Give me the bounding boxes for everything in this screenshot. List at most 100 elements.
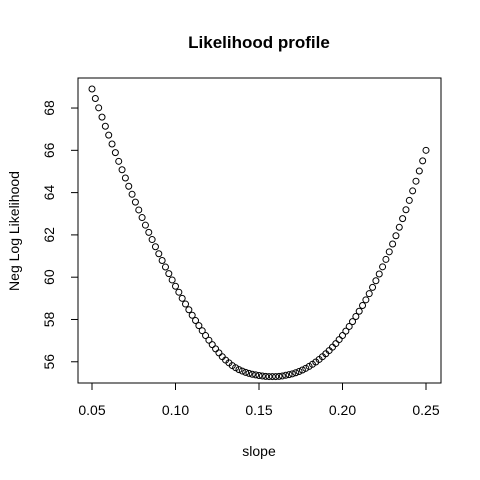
y-axis: 56 58 60 62 64 66 68 <box>41 100 79 370</box>
data-point <box>355 307 363 315</box>
data-point <box>275 372 283 380</box>
data-point <box>148 236 156 244</box>
data-point <box>172 282 179 290</box>
data-point <box>182 300 190 308</box>
data-point <box>91 95 99 103</box>
data-point <box>252 371 260 379</box>
data-point <box>272 373 280 381</box>
data-point <box>292 369 300 377</box>
y-tick-label: 64 <box>41 185 57 201</box>
data-point <box>365 290 373 298</box>
data-point <box>332 340 340 348</box>
data-point <box>101 122 109 130</box>
data-point <box>295 367 303 375</box>
data-point <box>212 345 220 353</box>
data-point <box>188 311 196 319</box>
data-point <box>349 318 357 326</box>
data-point <box>158 256 166 264</box>
data-point <box>248 370 256 378</box>
data-point <box>369 283 377 291</box>
data-point <box>88 85 96 93</box>
data-point <box>395 223 403 231</box>
data-point <box>121 174 129 182</box>
data-point <box>128 190 136 198</box>
y-tick-label: 66 <box>41 142 57 158</box>
data-point <box>405 196 413 204</box>
data-point <box>95 104 103 112</box>
data-point <box>161 263 169 271</box>
data-point <box>138 214 146 222</box>
data-point <box>111 149 119 157</box>
data-point <box>278 372 286 380</box>
data-point <box>389 240 397 248</box>
data-point <box>115 157 123 165</box>
data-point <box>238 367 246 375</box>
data-point <box>198 327 206 335</box>
data-point <box>135 206 143 214</box>
data-point <box>419 157 427 165</box>
data-point <box>265 373 273 381</box>
x-tick-label: 0.25 <box>412 402 439 418</box>
data-point <box>342 327 350 335</box>
data-point <box>131 198 139 206</box>
data-point <box>192 317 200 325</box>
data-point <box>412 177 420 185</box>
data-point <box>422 146 430 154</box>
data-point <box>345 322 353 330</box>
data-point <box>195 322 203 330</box>
y-tick-label: 68 <box>41 100 57 116</box>
data-point <box>362 296 370 304</box>
data-point <box>105 131 113 139</box>
data-point <box>178 294 186 302</box>
data-point <box>175 288 183 296</box>
data-point <box>409 187 417 195</box>
data-point <box>185 306 193 314</box>
data-point <box>392 232 400 240</box>
data-point <box>255 372 263 380</box>
data-point <box>141 221 149 229</box>
x-tick-label: 0.15 <box>245 402 272 418</box>
plot-frame <box>77 77 442 384</box>
y-axis-label: Neg Log Likelihood <box>6 171 22 291</box>
data-point <box>108 140 116 148</box>
data-point <box>215 349 223 357</box>
data-point <box>232 364 240 372</box>
data-point <box>375 270 383 278</box>
x-tick-label: 0.10 <box>162 402 189 418</box>
y-tick-label: 60 <box>41 269 57 285</box>
data-point <box>302 364 310 372</box>
data-point <box>98 113 106 121</box>
data-point <box>165 270 173 278</box>
y-tick-label: 58 <box>41 311 57 327</box>
data-point <box>359 302 367 310</box>
data-point <box>235 366 243 374</box>
data-point <box>125 182 133 190</box>
data-point <box>285 371 293 379</box>
data-point <box>298 366 306 374</box>
data-point <box>415 167 423 175</box>
data-point <box>145 228 153 236</box>
x-axis-label: slope <box>242 443 276 459</box>
data-point <box>399 215 407 223</box>
data-point <box>245 369 253 377</box>
data-point <box>352 313 360 321</box>
data-point <box>268 373 276 381</box>
data-point <box>208 341 216 349</box>
data-point <box>155 250 163 258</box>
data-point <box>379 263 387 271</box>
data-points <box>88 85 430 381</box>
chart-title: Likelihood profile <box>188 33 330 52</box>
data-point <box>205 336 213 344</box>
data-point <box>339 332 346 340</box>
data-point <box>258 372 266 380</box>
data-point <box>262 372 270 380</box>
data-point <box>168 276 176 284</box>
data-point <box>385 248 393 256</box>
data-point <box>242 368 250 376</box>
x-axis: 0.05 0.10 0.15 0.20 0.25 <box>78 382 440 418</box>
data-point <box>402 206 410 214</box>
data-point <box>151 243 159 251</box>
data-point <box>335 336 343 344</box>
data-point <box>218 353 226 361</box>
